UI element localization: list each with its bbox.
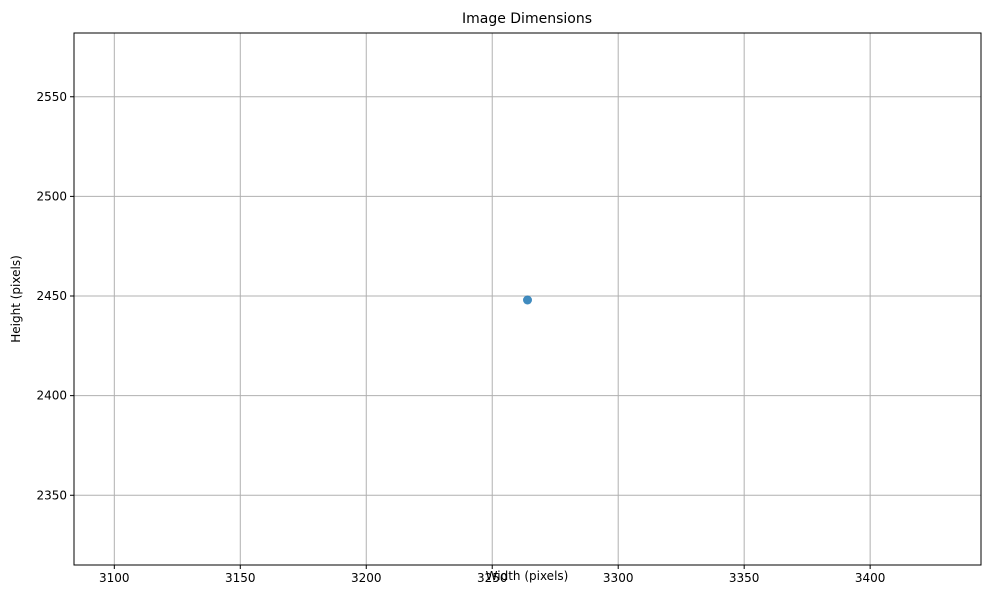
y-tick-label: 2450 bbox=[36, 289, 67, 303]
y-tick-label: 2550 bbox=[36, 90, 67, 104]
x-tick-label: 3250 bbox=[477, 571, 508, 585]
y-axis-label: Height (pixels) bbox=[9, 255, 23, 343]
x-tick-label: 3400 bbox=[855, 571, 886, 585]
x-tick-label: 3100 bbox=[99, 571, 130, 585]
y-tick-label: 2400 bbox=[36, 389, 67, 403]
scatter-points bbox=[523, 295, 532, 305]
x-tick-label: 3150 bbox=[225, 571, 256, 585]
x-tick-label: 3350 bbox=[729, 571, 760, 585]
x-tick-label: 3200 bbox=[351, 571, 382, 585]
y-tick-label: 2500 bbox=[36, 189, 67, 203]
x-tick-label: 3300 bbox=[603, 571, 634, 585]
scatter-point bbox=[523, 295, 532, 305]
y-tick-label: 2350 bbox=[36, 488, 67, 502]
x-axis-label: Width (pixels) bbox=[486, 569, 569, 583]
plot-area-frame bbox=[73, 32, 982, 566]
chart-title: Image Dimensions bbox=[462, 11, 592, 27]
y-axis-ticks: 2350 2400 2450 2500 2550 bbox=[36, 90, 74, 502]
x-axis-ticks: 3100 3150 3200 3250 3300 3350 3400 bbox=[99, 565, 885, 585]
grid bbox=[74, 33, 981, 565]
